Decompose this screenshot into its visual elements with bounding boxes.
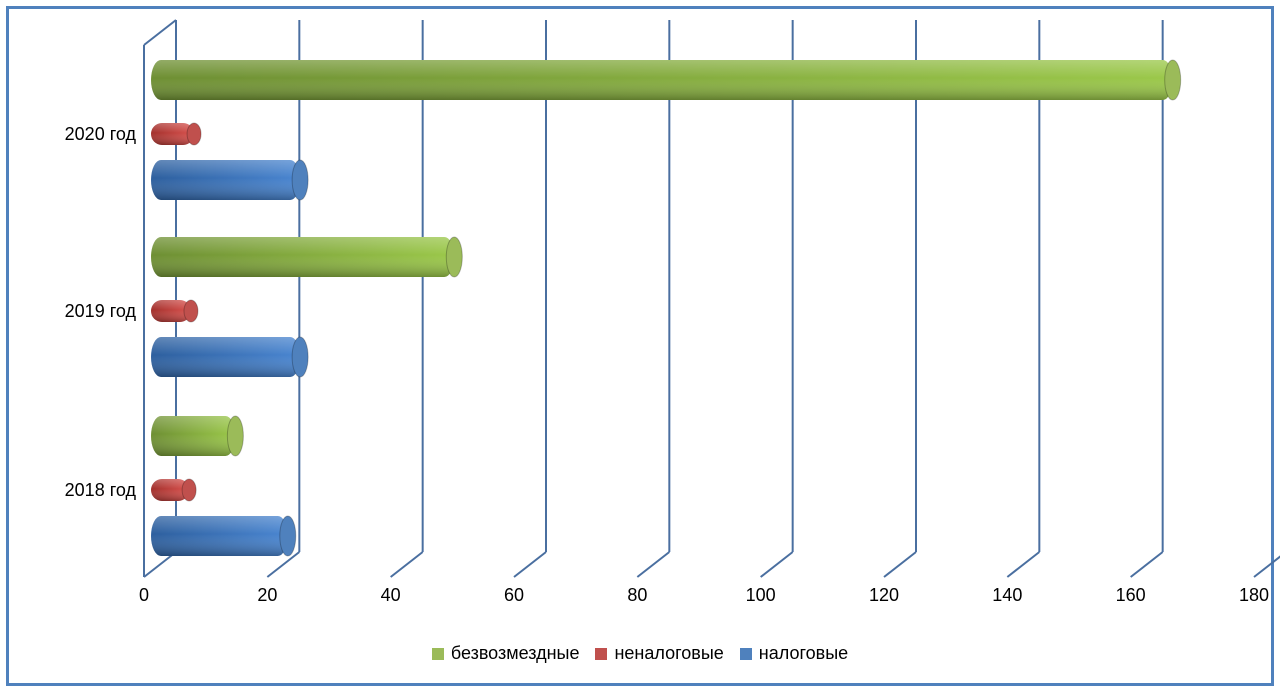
x-tick-label: 80 <box>627 585 647 605</box>
x-tick-label: 120 <box>869 585 899 605</box>
legend-swatch <box>739 647 752 660</box>
x-tick-label: 180 <box>1239 585 1269 605</box>
floor-gridline <box>1130 551 1164 578</box>
floor-gridline <box>1253 555 1280 578</box>
bar <box>151 478 197 502</box>
legend-item: неналоговые <box>595 643 724 664</box>
floor-gridline <box>636 551 670 578</box>
chart-legend: безвозмездные неналоговые налоговые <box>0 643 1280 664</box>
bar <box>151 299 199 323</box>
legend-item: безвозмездные <box>431 643 580 664</box>
legend-swatch <box>595 647 608 660</box>
legend-label: безвозмездные <box>450 643 580 663</box>
legend-item: налоговые <box>739 643 849 664</box>
category-label: 2020 год <box>65 124 137 144</box>
x-tick-label: 20 <box>257 585 277 605</box>
floor-gridline <box>760 551 794 578</box>
bar <box>151 59 1182 101</box>
floor-gridline <box>883 551 917 578</box>
x-tick-label: 140 <box>992 585 1022 605</box>
bar <box>151 159 309 201</box>
x-tick-label: 40 <box>381 585 401 605</box>
side-wall-edge <box>143 19 177 46</box>
x-tick-label: 160 <box>1116 585 1146 605</box>
bar <box>151 336 309 378</box>
bar <box>151 415 244 457</box>
legend-label: неналоговые <box>614 643 724 663</box>
category-label: 2018 год <box>65 480 137 500</box>
bar-chart: 0 20 40 60 80 100 120 140 160 180 2018 год 2019 год… <box>65 19 1280 605</box>
bar <box>151 122 202 146</box>
x-tick-label: 60 <box>504 585 524 605</box>
x-tick-label: 0 <box>139 585 149 605</box>
floor-gridline <box>390 551 424 578</box>
bar <box>151 515 297 557</box>
floor-gridline <box>266 551 300 578</box>
legend-swatch <box>431 647 444 660</box>
floor-gridline <box>143 551 177 578</box>
floor-gridline <box>513 551 547 578</box>
bar <box>151 236 463 278</box>
x-tick-label: 100 <box>746 585 776 605</box>
legend-label: налоговые <box>758 643 849 663</box>
category-label: 2019 год <box>65 301 137 321</box>
floor-gridline <box>1006 551 1040 578</box>
